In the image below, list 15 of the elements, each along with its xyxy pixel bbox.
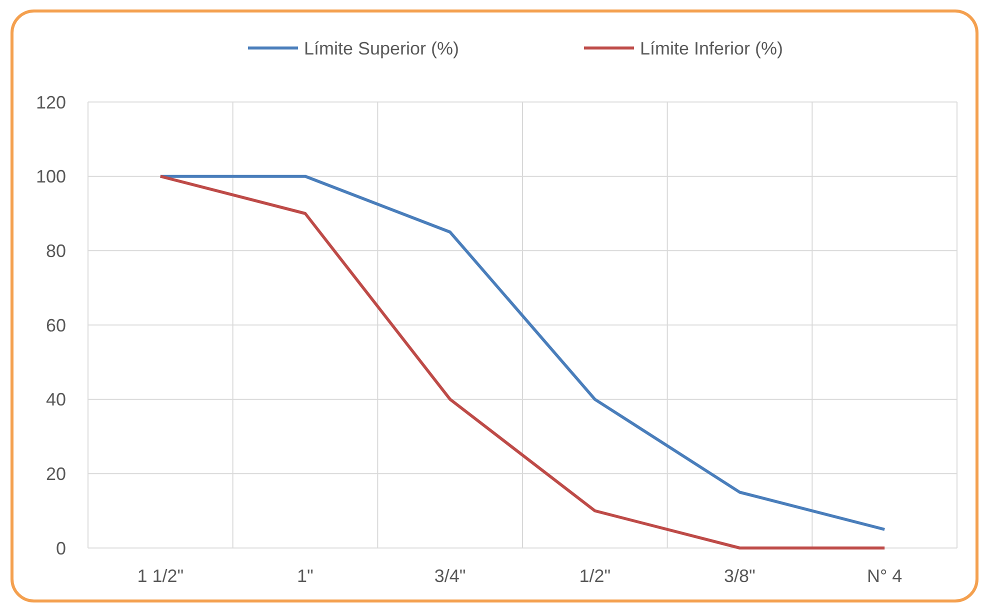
y-tick-label: 80 [46,240,66,261]
y-tick-label: 60 [46,315,66,336]
y-tick-label: 20 [46,464,66,484]
y-tick-label: 100 [36,166,66,187]
y-tick-label: 0 [56,538,66,558]
x-tick-label: 3/8" [724,566,756,586]
x-tick-label: 1 1/2" [137,566,184,586]
x-tick-label: 3/4" [434,566,466,586]
y-tick-label: 40 [46,390,66,410]
legend-label: Límite Inferior (%) [640,38,784,58]
x-tick-label: 1" [297,566,314,586]
x-tick-label: N° 4 [866,566,902,586]
legend-label: Límite Superior (%) [304,38,460,58]
y-tick-label: 120 [36,92,66,112]
x-tick-label: 1/2" [579,566,611,586]
